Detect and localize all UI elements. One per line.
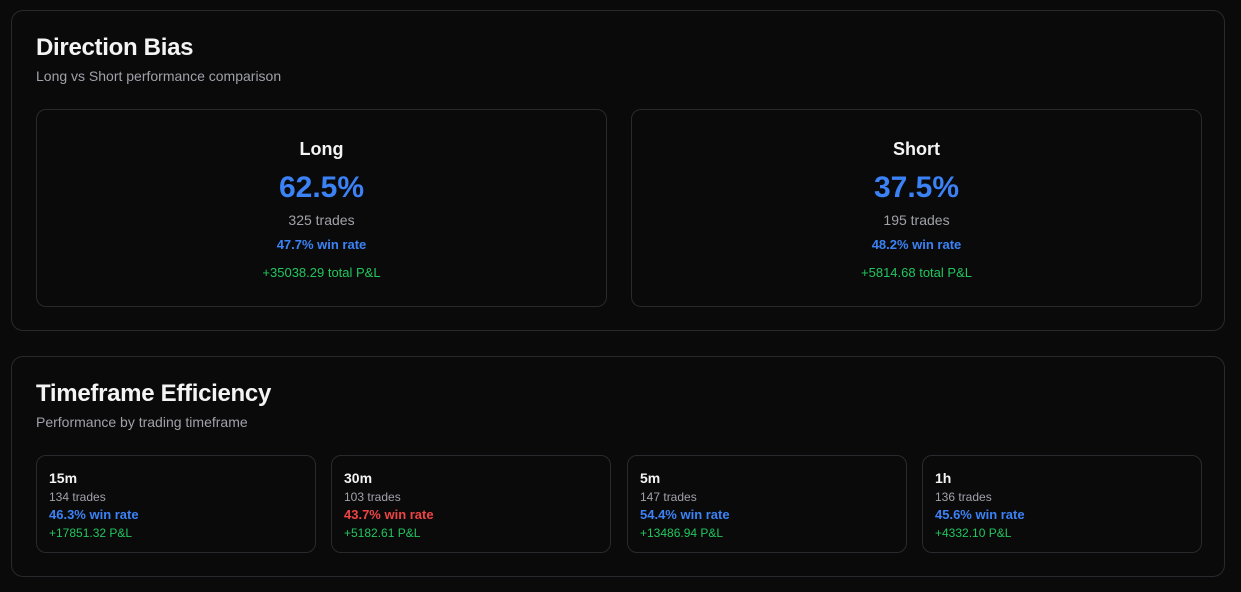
timeframe-pnl: +5182.61 P&L — [344, 526, 421, 540]
long-trades: 325 trades — [288, 212, 355, 228]
long-label: Long — [299, 139, 344, 159]
timeframe-name: 30m — [344, 470, 373, 486]
direction-bias-card: Direction Bias Long vs Short performance… — [11, 10, 1225, 331]
long-percent: 62.5% — [278, 171, 365, 204]
direction-bias-subtitle: Long vs Short performance comparison — [36, 68, 282, 84]
direction-bias-title: Direction Bias — [36, 34, 194, 61]
timeframe-win-rate: 43.7% win rate — [344, 507, 434, 522]
timeframe-win-rate: 54.4% win rate — [640, 507, 730, 522]
timeframe-win-rate: 46.3% win rate — [49, 507, 139, 522]
short-stat-box: Short 37.5% 195 trades 48.2% win rate +5… — [631, 109, 1202, 307]
short-label: Short — [893, 139, 940, 159]
timeframe-trades: 103 trades — [344, 490, 401, 504]
timeframe-trades: 136 trades — [935, 490, 992, 504]
timeframe-box-5m: 5m 147 trades 54.4% win rate +13486.94 P… — [627, 455, 907, 553]
long-win-rate: 47.7% win rate — [276, 237, 367, 252]
long-pnl: +35038.29 total P&L — [262, 265, 381, 280]
long-stat-box: Long 62.5% 325 trades 47.7% win rate +35… — [36, 109, 607, 307]
short-trades: 195 trades — [883, 212, 950, 228]
short-pnl: +5814.68 total P&L — [861, 265, 972, 280]
timeframe-pnl: +17851.32 P&L — [49, 526, 133, 540]
timeframe-win-rate: 45.6% win rate — [935, 507, 1025, 522]
timeframe-pnl: +13486.94 P&L — [640, 526, 724, 540]
timeframe-box-15m: 15m 134 trades 46.3% win rate +17851.32 … — [36, 455, 316, 553]
timeframe-trades: 134 trades — [49, 490, 106, 504]
short-win-rate: 48.2% win rate — [871, 237, 962, 252]
timeframe-name: 5m — [640, 470, 661, 486]
timeframe-pnl: +4332.10 P&L — [935, 526, 1012, 540]
timeframe-box-1h: 1h 136 trades 45.6% win rate +4332.10 P&… — [922, 455, 1202, 553]
timeframe-name: 1h — [935, 470, 952, 486]
timeframe-efficiency-card: Timeframe Efficiency Performance by trad… — [11, 356, 1225, 577]
timeframe-efficiency-title: Timeframe Efficiency — [36, 380, 271, 407]
timeframe-name: 15m — [49, 470, 78, 486]
timeframe-box-30m: 30m 103 trades 43.7% win rate +5182.61 P… — [331, 455, 611, 553]
timeframe-trades: 147 trades — [640, 490, 697, 504]
short-percent: 37.5% — [873, 171, 960, 204]
timeframe-efficiency-subtitle: Performance by trading timeframe — [36, 414, 248, 430]
